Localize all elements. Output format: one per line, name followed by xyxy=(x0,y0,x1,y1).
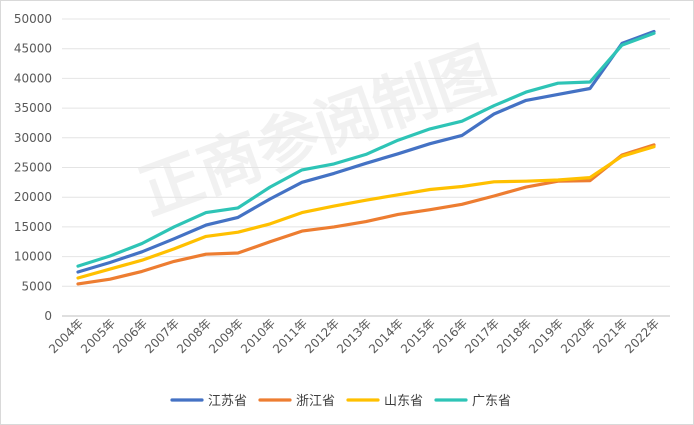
legend-label: 广东省 xyxy=(472,394,511,409)
watermark: 正商参阅制图 xyxy=(130,33,505,229)
series-line xyxy=(76,29,656,274)
x-tick-label: 2012年 xyxy=(302,316,342,356)
y-tick-label: 30000 xyxy=(14,131,52,145)
x-tick-label: 2020年 xyxy=(558,316,598,356)
x-tick-label: 2010年 xyxy=(238,316,278,356)
y-axis: 0 5000 10000 15000 20000 25000 30000 35000 40000… xyxy=(14,12,52,323)
x-tick-label: 2021年 xyxy=(590,316,630,356)
x-tick-label: 2022年 xyxy=(622,316,662,356)
y-tick-label: 50000 xyxy=(14,12,52,26)
x-tick-label: 2007年 xyxy=(142,316,182,356)
legend: 江苏省 浙江省 山东省 广东省 xyxy=(170,393,511,409)
x-tick-label: 2011年 xyxy=(270,316,310,356)
y-tick-label: 20000 xyxy=(14,190,52,204)
x-tick-label: 2008年 xyxy=(174,316,214,356)
legend-label: 浙江省 xyxy=(296,394,335,409)
y-tick-label: 5000 xyxy=(21,279,52,293)
series-line xyxy=(76,31,656,268)
series-lines xyxy=(76,29,656,286)
y-tick-label: 15000 xyxy=(14,220,52,234)
x-tick-label: 2016年 xyxy=(430,316,470,356)
x-tick-label: 2018年 xyxy=(494,316,534,356)
y-tick-label: 0 xyxy=(44,309,52,323)
x-tick-label: 2014年 xyxy=(366,316,406,356)
x-tick-label: 2017年 xyxy=(462,316,502,356)
y-tick-label: 45000 xyxy=(14,42,52,56)
y-tick-label: 25000 xyxy=(14,161,52,175)
x-tick-label: 2013年 xyxy=(334,316,374,356)
x-tick-label: 2015年 xyxy=(398,316,438,356)
gridlines xyxy=(62,18,670,317)
x-axis: 2004年2005年2006年2007年2008年2009年2010年2011年… xyxy=(46,316,662,356)
y-tick-label: 10000 xyxy=(14,250,52,264)
x-tick-label: 2019年 xyxy=(526,316,566,356)
x-tick-label: 2005年 xyxy=(78,316,118,356)
x-tick-label: 2004年 xyxy=(46,316,86,356)
y-tick-label: 40000 xyxy=(14,71,52,85)
legend-label: 山东省 xyxy=(384,394,423,409)
x-tick-label: 2006年 xyxy=(110,316,150,356)
x-tick-label: 2009年 xyxy=(206,316,246,356)
legend-label: 江苏省 xyxy=(208,393,247,409)
y-tick-label: 35000 xyxy=(14,101,52,115)
series-line xyxy=(76,145,656,280)
